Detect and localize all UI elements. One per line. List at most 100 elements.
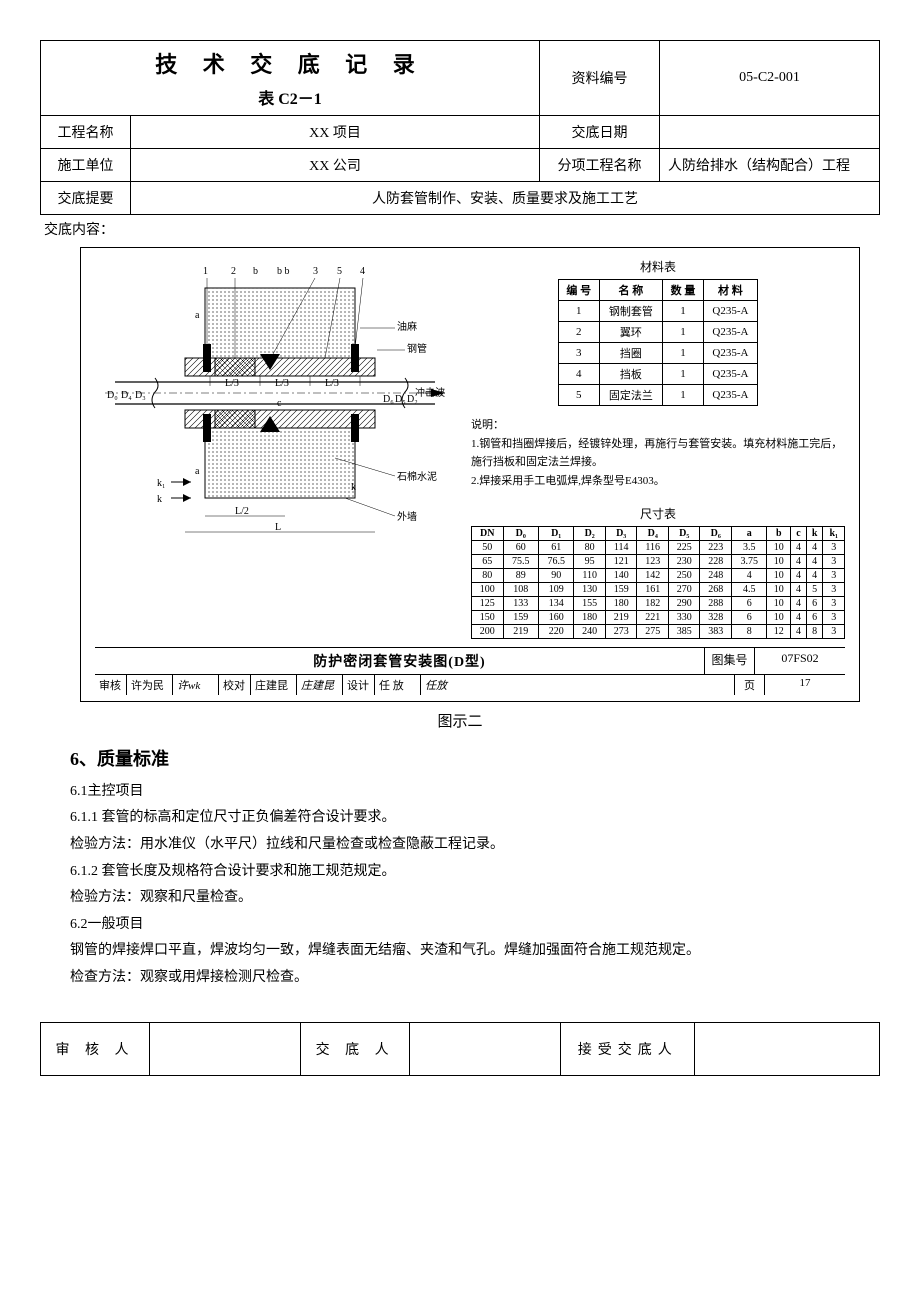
tuji-label: 图集号 <box>705 648 755 674</box>
dim-cell: 3 <box>823 624 845 638</box>
material-col: 数 量 <box>663 280 704 301</box>
sheji-sig: 任放 <box>421 675 735 695</box>
dim-cell: 4 <box>791 624 807 638</box>
subitem-value: 人防给排水（结构配合）工程 <box>660 149 880 182</box>
dim-cell: 159 <box>605 582 637 596</box>
material-cell: 翼环 <box>599 322 663 343</box>
material-col: 编 号 <box>559 280 600 301</box>
label-waiqiang: 外墙 <box>397 510 417 523</box>
material-cell: 5 <box>559 385 600 406</box>
dim-cell: 50 <box>472 540 504 554</box>
dim-d0: D₀ <box>107 390 118 401</box>
material-cell: 1 <box>663 385 704 406</box>
doc-no-label: 资料编号 <box>540 41 660 116</box>
material-col: 名 称 <box>599 280 663 301</box>
dim-l3a: L/3 <box>225 378 239 389</box>
material-cell: 挡圈 <box>599 343 663 364</box>
dim-cell: 155 <box>574 596 606 610</box>
body-text: 6.1主控项目 6.1.1 套管的标高和定位尺寸正负偏差符合设计要求。 检验方法… <box>70 779 860 992</box>
material-table: 编 号名 称数 量材 料 1钢制套管1Q235-A2翼环1Q235-A3挡圈1Q… <box>558 279 758 406</box>
dim-cell: 4 <box>791 582 807 596</box>
para-6-2-text: 钢管的焊接焊口平直，焊波均匀一致，焊缝表面无结瘤、夹渣和气孔。焊缝加强面符合施工… <box>70 938 860 965</box>
dim-cell: 4 <box>791 568 807 582</box>
dim-cell: 8 <box>806 624 823 638</box>
dim-cell: 125 <box>472 596 504 610</box>
page: 技 术 交 底 记 录 表 C2－1 资料编号 05-C2-001 工程名称 X… <box>40 40 880 1076</box>
title-cell: 技 术 交 底 记 录 表 C2－1 <box>41 41 540 116</box>
dim-k: k <box>157 494 162 505</box>
para-6-2-method: 检查方法：观察或用焊接检测尺检查。 <box>70 965 860 992</box>
diagram-drawing: 1 2 b b b 3 5 4 油麻 钢管 冲击波 <box>95 258 455 639</box>
receiver-value <box>695 1022 880 1075</box>
dim-cell: 80 <box>574 540 606 554</box>
dim-cell: 109 <box>538 582 573 596</box>
dim-cell: 4 <box>806 540 823 554</box>
para-6-1-1: 6.1.1 套管的标高和定位尺寸正负偏差符合设计要求。 <box>70 805 860 832</box>
dim-col: k <box>806 526 823 540</box>
dim-cell: 223 <box>700 540 732 554</box>
dim-col: D₃ <box>605 526 637 540</box>
dim-d4: D₄ <box>121 390 132 401</box>
page-no: 17 <box>765 675 845 695</box>
dim-cell: 3 <box>823 540 845 554</box>
project-value: XX 项目 <box>131 116 540 149</box>
dim-L: L <box>275 522 281 533</box>
doc-no: 05-C2-001 <box>660 41 880 116</box>
shenhe-sig: 许wk <box>173 675 219 695</box>
dim-cell: 4 <box>791 596 807 610</box>
diagram-box: 1 2 b b b 3 5 4 油麻 钢管 冲击波 <box>80 247 860 702</box>
dim-cell: 108 <box>503 582 538 596</box>
callout-1: 1 <box>203 266 208 277</box>
material-cell: Q235-A <box>703 301 757 322</box>
material-cell: 1 <box>663 322 704 343</box>
doc-title: 技 术 交 底 记 录 <box>49 47 531 79</box>
dim-cell: 219 <box>503 624 538 638</box>
material-cell: 钢制套管 <box>599 301 663 322</box>
dim-l3b: L/3 <box>275 378 289 389</box>
dim-cell: 230 <box>668 554 700 568</box>
dim-cell: 182 <box>637 596 669 610</box>
material-cell: Q235-A <box>703 322 757 343</box>
dim-cell: 6 <box>806 596 823 610</box>
dim-cell: 160 <box>538 610 573 624</box>
dim-cell: 161 <box>637 582 669 596</box>
dim-col: b <box>767 526 791 540</box>
para-6-1-2: 6.1.2 套管长度及规格符合设计要求和施工规范规定。 <box>70 859 860 886</box>
dim-cell: 60 <box>503 540 538 554</box>
callout-4: 4 <box>360 266 365 277</box>
sheji-label: 设计 <box>343 675 375 695</box>
dim-d2: D₂ <box>407 394 418 405</box>
dim-cell: 100 <box>472 582 504 596</box>
dim-cell: 3 <box>823 568 845 582</box>
material-row: 3挡圈1Q235-A <box>559 343 758 364</box>
dim-cell: 6 <box>732 596 767 610</box>
dim-row: 6575.576.5951211232302283.7510443 <box>472 554 845 568</box>
material-row: 4挡板1Q235-A <box>559 364 758 385</box>
dim-cell: 10 <box>767 610 791 624</box>
summary-label: 交底提要 <box>41 182 131 215</box>
para-6-2: 6.2一般项目 <box>70 912 860 939</box>
dim-cell: 10 <box>767 582 791 596</box>
material-row: 1钢制套管1Q235-A <box>559 301 758 322</box>
dim-cell: 330 <box>668 610 700 624</box>
dim-k1: k₁ <box>157 478 166 489</box>
dim-cell: 240 <box>574 624 606 638</box>
dim-row: 125133134155180182290288610463 <box>472 596 845 610</box>
dim-cell: 89 <box>503 568 538 582</box>
dim-cell: 4 <box>791 610 807 624</box>
dim-cell: 75.5 <box>503 554 538 568</box>
label-shimian: 石棉水泥 <box>397 470 437 483</box>
dim-cell: 383 <box>700 624 732 638</box>
material-table-title: 材料表 <box>471 258 845 275</box>
header-table: 技 术 交 底 记 录 表 C2－1 资料编号 05-C2-001 工程名称 X… <box>40 40 880 215</box>
dim-cell: 116 <box>637 540 669 554</box>
callout-b: b <box>253 266 258 277</box>
material-col: 材 料 <box>703 280 757 301</box>
dim-cell: 3 <box>823 554 845 568</box>
shenhe-label: 审核 <box>95 675 127 695</box>
dim-col: D₆ <box>700 526 732 540</box>
dim-cell: 10 <box>767 554 791 568</box>
note-1: 1.钢管和挡圈焊接后，经镀锌处理，再施行与套管安装。填充材料施工完后，施行挡板和… <box>471 435 845 472</box>
jiaodui-label: 校对 <box>219 675 251 695</box>
dim-cell: 270 <box>668 582 700 596</box>
